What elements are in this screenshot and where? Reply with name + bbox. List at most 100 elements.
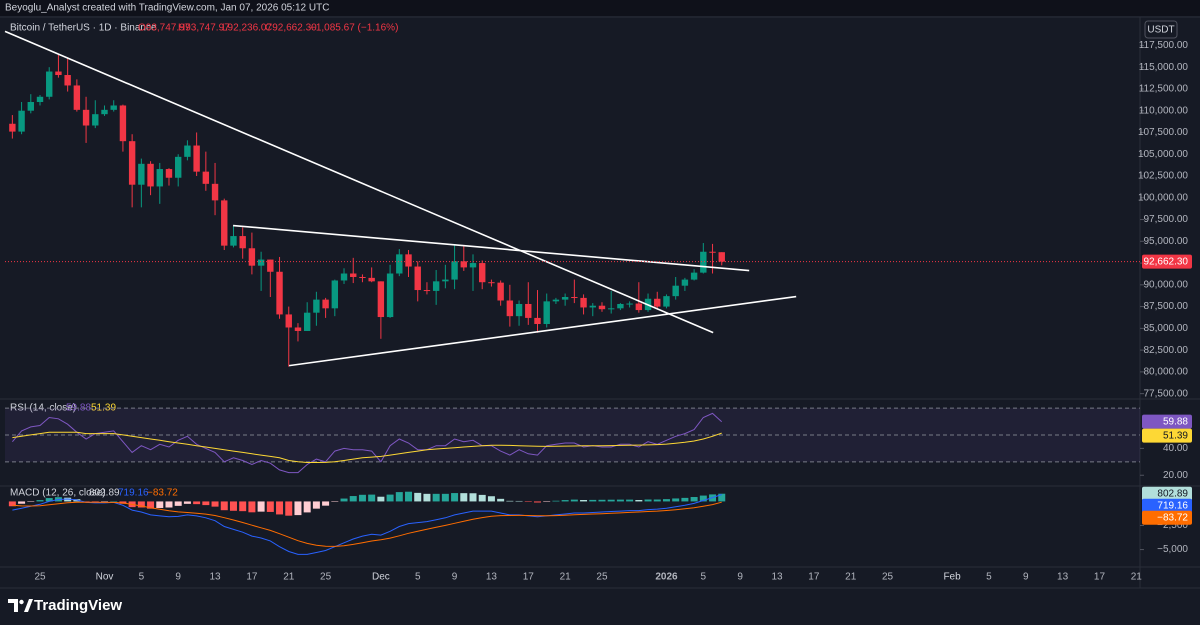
candle-body <box>681 279 689 286</box>
macd-histogram-bar <box>515 500 523 502</box>
macd-histogram-bar <box>598 499 606 502</box>
macd-histogram-bar <box>82 501 90 502</box>
candle-body <box>479 263 486 283</box>
macd-histogram-bar <box>368 494 376 502</box>
macd-histogram-bar <box>589 499 597 502</box>
logo-icon <box>19 599 24 605</box>
macd-histogram-bar <box>183 501 191 504</box>
ohlc-high: H93,747.97 <box>178 23 230 34</box>
candle-body <box>359 276 366 278</box>
x-tick-label: Nov <box>96 572 114 583</box>
candle-body <box>303 312 311 331</box>
candle-body <box>515 303 523 317</box>
macd-histogram-bar <box>276 501 284 515</box>
y-tick-label: −2,500 <box>1157 520 1188 531</box>
y-tick-label: 102,500.00 <box>1138 171 1188 182</box>
candle-body <box>718 252 725 262</box>
candle-body <box>184 145 191 157</box>
candle-body <box>174 156 182 178</box>
x-tick-label: 21 <box>283 572 295 583</box>
y-tick-label: 40.00 <box>1163 443 1188 454</box>
macd-histogram-bar <box>36 500 44 502</box>
macd-histogram-bar <box>653 499 661 502</box>
x-tick-label: 9 <box>737 572 743 583</box>
macd-histogram-bar <box>423 493 431 502</box>
macd-legend-value: 719.16 <box>118 488 149 499</box>
candle-body <box>202 171 210 184</box>
candle-body <box>147 163 154 187</box>
candle-body <box>230 236 237 246</box>
macd-histogram-bar <box>239 501 247 512</box>
x-tick-label: 25 <box>882 572 894 583</box>
last-price-label-box <box>1142 254 1192 269</box>
x-tick-label: 2026 <box>655 572 678 583</box>
y-tick-label: 80,000.00 <box>1144 367 1189 378</box>
candle-body <box>73 85 81 110</box>
macd-histogram-bar <box>506 500 514 502</box>
x-tick-label: 25 <box>596 572 608 583</box>
candle-body <box>442 279 449 282</box>
macd-histogram-bar <box>718 493 726 502</box>
candle-body <box>350 273 357 277</box>
candle-body <box>654 298 661 307</box>
x-tick-label: Feb <box>943 572 961 583</box>
macd-histogram-bar <box>358 494 366 502</box>
macd-histogram-bar <box>211 501 219 507</box>
candle-body <box>285 314 292 328</box>
candle-body <box>700 251 707 273</box>
x-tick-label: 17 <box>808 572 820 583</box>
candle-body <box>451 261 458 280</box>
candle-body <box>82 109 90 126</box>
macd-histogram-bar <box>561 500 569 502</box>
candle-body <box>248 248 256 266</box>
currency-box <box>1144 20 1178 39</box>
candle-body <box>257 259 265 266</box>
ohlc-close: C92,662.30 <box>265 23 317 34</box>
candle-body <box>101 109 108 115</box>
x-tick-label: 9 <box>452 572 458 583</box>
ohlc-change: −1,085.67 (−1.16%) <box>310 23 398 34</box>
x-tick-label: 17 <box>246 572 258 583</box>
macd-histogram-bar <box>110 501 118 502</box>
logo-text: TradingView <box>34 597 122 614</box>
macd-histogram-bar <box>552 500 560 502</box>
symbol-title: Bitcoin / TetherUS · 1D · Binance <box>10 23 157 34</box>
candle-body <box>497 282 504 301</box>
logo: TradingView <box>8 597 122 614</box>
macd-histogram-bar <box>257 501 265 512</box>
rsi-value-label: 51.39 <box>1163 430 1188 441</box>
x-tick-label: 25 <box>34 572 46 583</box>
macd-histogram-bar <box>303 501 311 513</box>
x-tick-label: 5 <box>701 572 707 583</box>
ohlc-open: O93,747.97 <box>138 23 191 34</box>
macd-histogram-bar <box>533 501 541 503</box>
macd-histogram-bar <box>635 499 643 502</box>
macd-histogram-bar <box>524 501 532 502</box>
candle-body <box>617 303 624 309</box>
candle-body <box>138 163 145 185</box>
candle-body <box>313 299 320 313</box>
macd-histogram-bar <box>580 499 588 502</box>
candle-body <box>534 317 541 324</box>
y-tick-label: 97,500.00 <box>1144 214 1189 225</box>
currency: USDT <box>1147 25 1174 36</box>
y-tick-label: 117,500.00 <box>1139 40 1189 51</box>
x-tick-label: 17 <box>1094 572 1106 583</box>
macd-histogram-bar <box>405 491 413 502</box>
x-tick-label: 21 <box>1131 572 1143 583</box>
macd-histogram-bar <box>64 497 72 502</box>
candle-body <box>221 200 228 246</box>
candle-body <box>267 259 274 272</box>
candle-body <box>128 141 136 185</box>
last-price-label: 92,662.30 <box>1144 256 1189 267</box>
candle-body <box>552 299 560 302</box>
x-tick-label: 17 <box>523 572 535 583</box>
candle-body <box>27 102 34 111</box>
macd-histogram-bar <box>220 501 228 511</box>
trendline <box>233 224 750 272</box>
candle-body <box>340 273 348 281</box>
x-tick-label: 9 <box>175 572 181 583</box>
macd-histogram-bar <box>478 494 486 502</box>
macd-histogram-bar <box>147 501 155 509</box>
